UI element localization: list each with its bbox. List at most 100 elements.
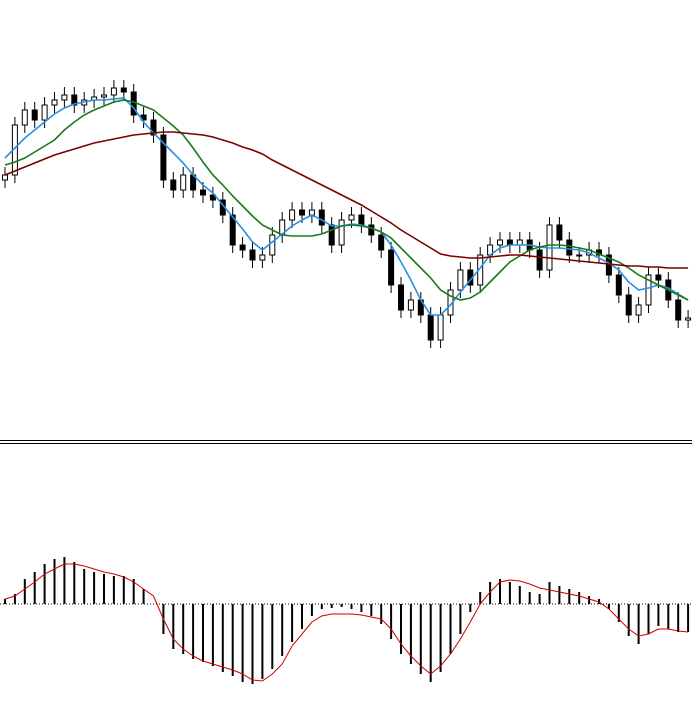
histogram-bar: [53, 559, 56, 604]
candle-body: [338, 219, 345, 246]
candle-body: [318, 209, 325, 226]
candle-body: [71, 94, 78, 106]
histogram-bar: [172, 604, 175, 649]
histogram-bar: [489, 582, 492, 604]
histogram-bar: [281, 604, 284, 656]
candle-body: [645, 274, 652, 306]
histogram-bar: [63, 557, 66, 604]
histogram-bar: [439, 604, 442, 672]
histogram-bar: [142, 589, 145, 604]
histogram-bar: [627, 604, 630, 636]
candle-body: [289, 209, 296, 221]
histogram-bar: [122, 576, 125, 604]
candle-body: [655, 274, 662, 281]
histogram-bar: [459, 604, 462, 634]
candle-body: [685, 317, 692, 321]
histogram-bar: [261, 604, 264, 679]
histogram-bar: [677, 604, 680, 632]
candle-body: [635, 304, 642, 316]
histogram-bar: [419, 604, 422, 674]
histogram-bar: [479, 592, 482, 604]
candle-body: [388, 249, 395, 286]
candle-body: [407, 299, 414, 311]
candle-body: [101, 94, 107, 98]
indicator-line: [4, 131, 689, 269]
candle-body: [150, 119, 157, 136]
histogram-bar: [112, 576, 115, 604]
histogram-bar: [33, 572, 36, 604]
candle-body: [398, 284, 404, 311]
candle-body: [675, 299, 682, 321]
candle-body: [625, 294, 632, 316]
candle-body: [566, 239, 573, 256]
histogram-bar: [192, 604, 195, 659]
histogram-bar: [93, 572, 96, 604]
histogram-bar: [202, 604, 204, 662]
histogram-bar: [360, 604, 363, 612]
candle-body: [576, 254, 583, 257]
candle-body: [427, 314, 434, 341]
candle-body: [51, 99, 58, 106]
histogram-bar: [617, 604, 620, 622]
candle-body: [536, 249, 543, 271]
candle-body: [110, 87, 117, 96]
candle-body: [180, 174, 187, 191]
histogram-bar: [499, 579, 501, 604]
histogram-bar: [400, 604, 402, 654]
histogram-bar: [647, 604, 650, 634]
histogram-bar: [449, 604, 452, 654]
histogram-bar: [132, 579, 135, 604]
candle-body: [170, 179, 177, 191]
histogram-bar: [469, 604, 472, 612]
histogram-bar: [330, 604, 333, 608]
candle-body: [229, 214, 236, 246]
histogram-bar: [320, 604, 323, 609]
histogram-bar: [588, 596, 591, 604]
histogram-bar: [390, 604, 393, 639]
histogram-bar: [578, 592, 581, 604]
candle-body: [437, 314, 444, 341]
histogram-bar: [429, 604, 432, 682]
histogram-bar: [4, 599, 6, 604]
candle-body: [615, 274, 622, 296]
candle-body: [259, 254, 266, 261]
histogram-bar: [528, 592, 531, 604]
histogram-bar: [271, 604, 274, 669]
candle-body: [31, 109, 38, 121]
histogram-bar: [251, 604, 254, 684]
histogram-bar: [558, 586, 561, 604]
histogram-bar: [43, 564, 46, 604]
histogram-bar: [637, 604, 640, 644]
candle-body: [457, 269, 464, 291]
candle-body: [269, 234, 276, 256]
candle-body: [378, 234, 385, 251]
candle-body: [41, 104, 48, 121]
histogram-bar: [538, 594, 541, 604]
histogram-bar: [73, 562, 76, 604]
histogram-bar: [350, 604, 353, 609]
histogram-bar: [211, 604, 214, 666]
candle-body: [2, 174, 8, 181]
candle-body: [61, 94, 68, 101]
candle-body: [200, 189, 206, 196]
histogram-bar: [340, 604, 343, 607]
histogram-bar: [548, 582, 551, 604]
histogram-bar: [310, 604, 313, 616]
histogram-bar: [23, 579, 26, 604]
histogram-bar: [83, 569, 86, 604]
candle-body: [209, 194, 216, 201]
candle-body: [358, 214, 365, 226]
candle-body: [249, 249, 256, 261]
candle-body: [497, 239, 503, 246]
candle-body: [21, 109, 28, 126]
candle-body: [160, 134, 167, 181]
candle-body: [120, 87, 127, 93]
histogram-bar: [657, 604, 660, 626]
histogram-bar: [231, 604, 234, 676]
candle-body: [368, 224, 375, 236]
histogram-bar: [370, 604, 373, 616]
candle-body: [299, 209, 305, 216]
